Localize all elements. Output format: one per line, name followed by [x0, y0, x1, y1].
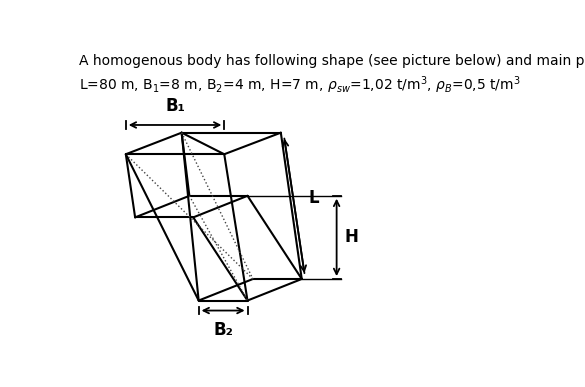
Text: H: H — [345, 228, 358, 247]
Text: B₁: B₁ — [165, 97, 185, 115]
Text: B₂: B₂ — [213, 320, 233, 339]
Text: A homogenous body has following shape (see picture below) and main particulars:: A homogenous body has following shape (s… — [80, 54, 585, 68]
Text: L: L — [308, 189, 319, 207]
Text: L=80 m, B$_1$=8 m, B$_2$=4 m, H=7 m, $\rho_{sw}$=1,02 t/m$^3$, $\rho_B$=0,5 t/m$: L=80 m, B$_1$=8 m, B$_2$=4 m, H=7 m, $\r… — [80, 74, 521, 96]
